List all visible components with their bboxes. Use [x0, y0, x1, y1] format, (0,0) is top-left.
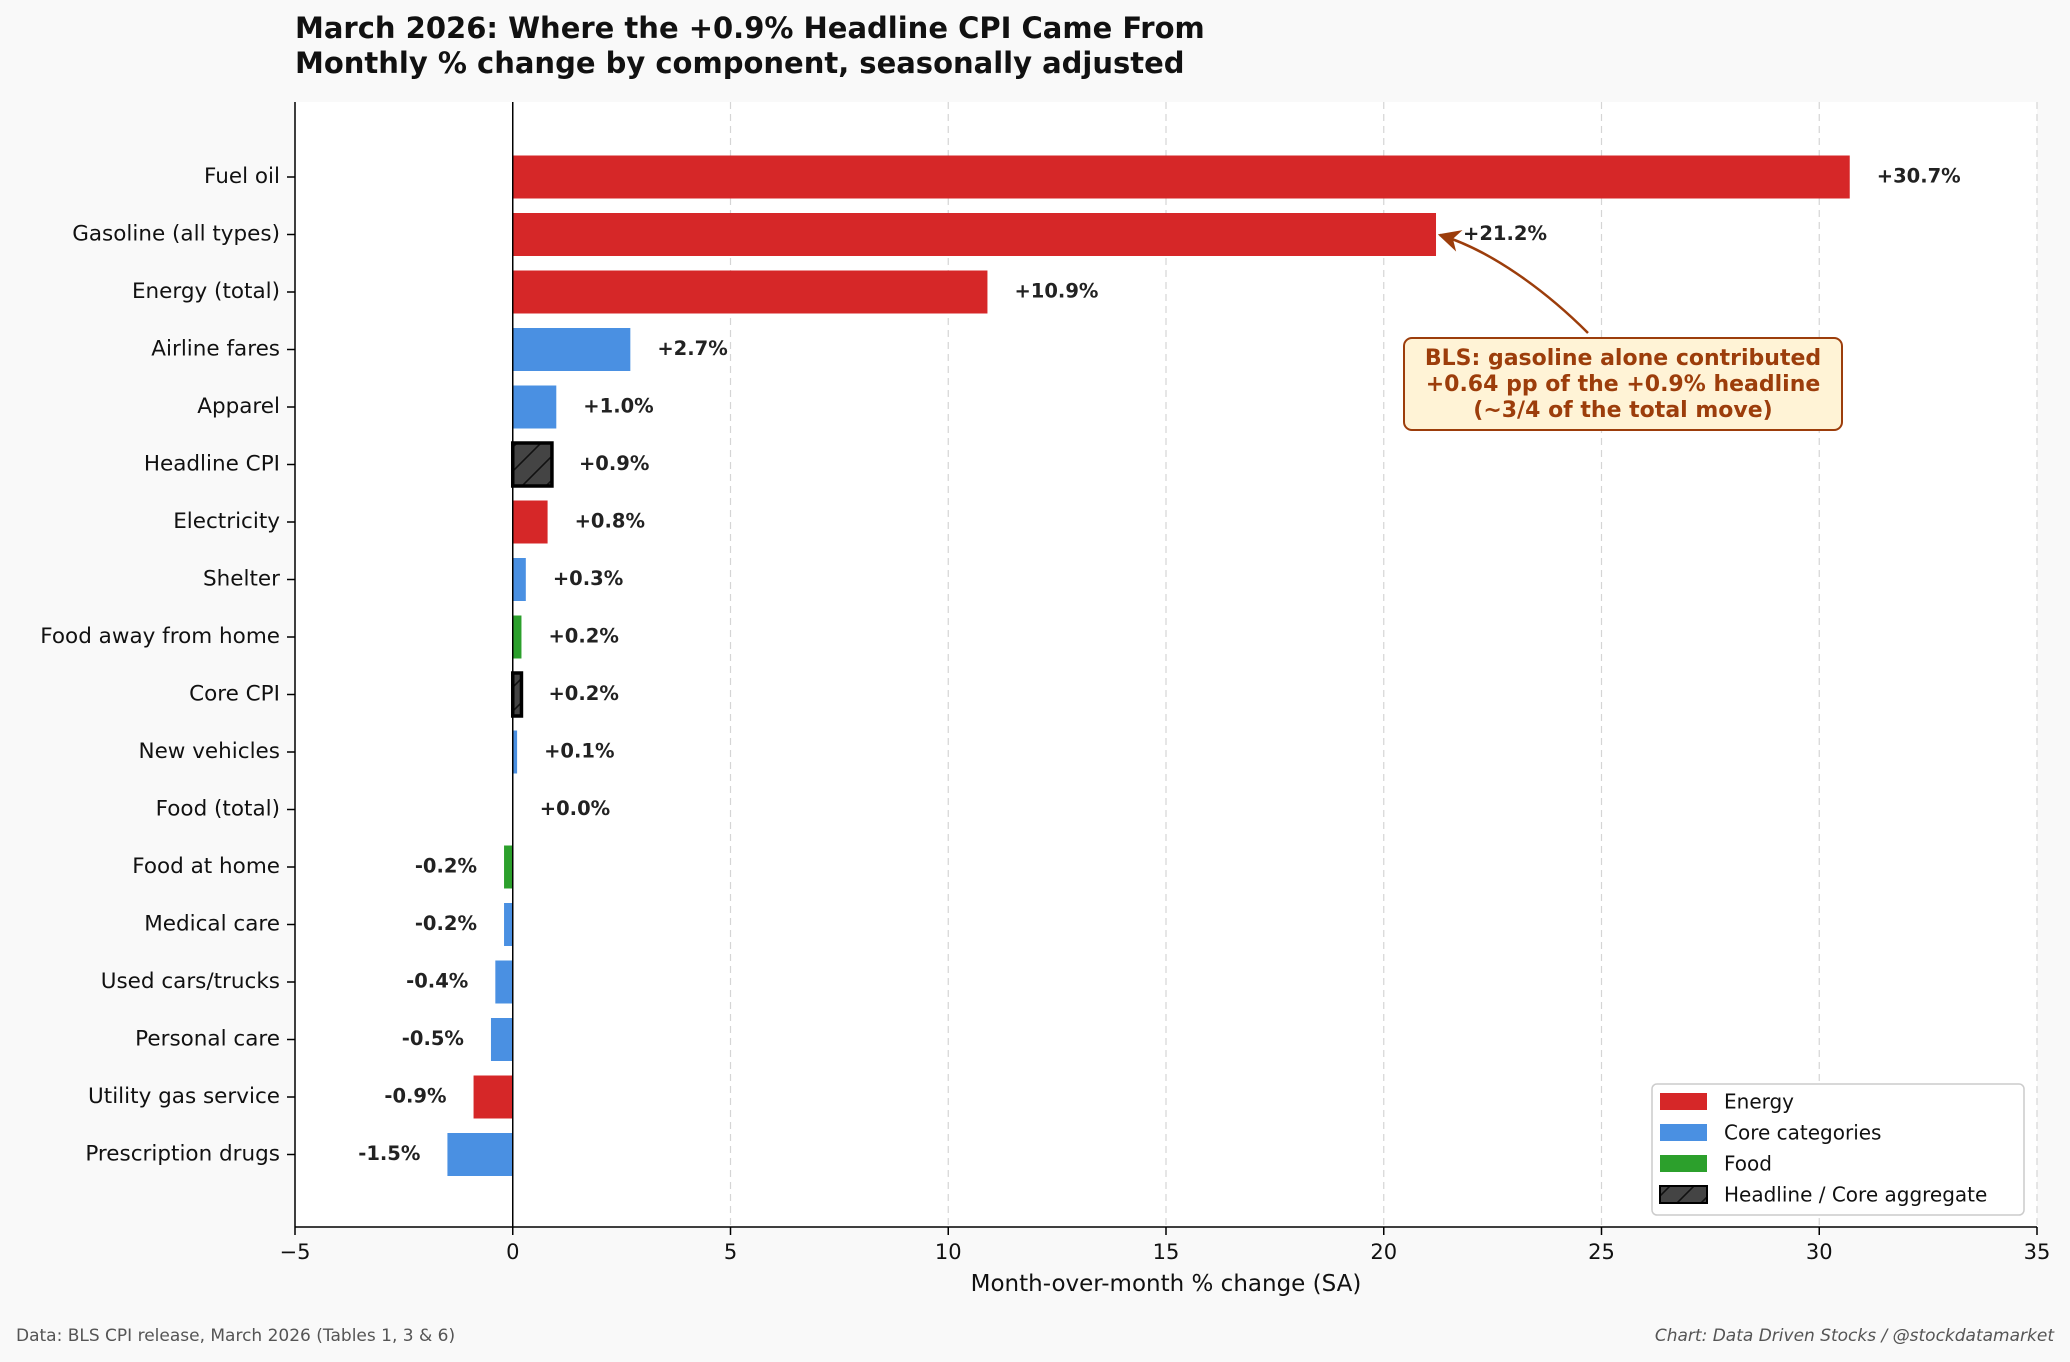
bar-shelter — [512, 558, 526, 601]
legend-label-food: Food — [1724, 1152, 1772, 1176]
bar-food-away-from-home — [512, 615, 522, 659]
legend-swatch-energy — [1660, 1093, 1707, 1110]
category-label-core-cpi: Core CPI — [189, 682, 280, 707]
category-label-medical-care: Medical care — [144, 912, 280, 937]
x-tick-label: 10 — [935, 1240, 962, 1264]
category-label-shelter: Shelter — [203, 567, 280, 592]
category-label-airline-fares: Airline fares — [151, 337, 280, 362]
x-tick-label: 20 — [1370, 1240, 1397, 1264]
bar-apparel — [512, 385, 557, 429]
bar-personal-care — [490, 1018, 513, 1061]
data-label-headline-cpi: +0.9% — [579, 452, 649, 475]
annotation-line-1: BLS: gasoline alone contributed — [1425, 346, 1821, 371]
data-label-shelter: +0.3% — [553, 567, 623, 590]
bar-used-cars-trucks — [495, 960, 513, 1004]
category-label-utility-gas-service: Utility gas service — [88, 1084, 280, 1109]
legend-swatch-core — [1660, 1124, 1707, 1141]
footer-credit: Chart: Data Driven Stocks / @stockdatama… — [1655, 1326, 2055, 1346]
data-label-apparel: +1.0% — [583, 395, 653, 418]
data-label-used-cars-trucks: -0.4% — [406, 970, 468, 993]
data-label-electricity: +0.8% — [575, 510, 645, 533]
data-label-core-cpi: +0.2% — [548, 682, 618, 705]
category-label-personal-care: Personal care — [135, 1027, 280, 1052]
bar-gasoline-all-types — [512, 213, 1437, 256]
category-label-food-away-from-home: Food away from home — [40, 624, 280, 649]
bar-medical-care — [504, 903, 513, 946]
bar-energy-total — [512, 270, 988, 314]
data-label-airline-fares: +2.7% — [657, 337, 727, 360]
legend-frame — [1651, 1083, 2025, 1216]
annotation-line-2: +0.64 pp of the +0.9% headline — [1426, 372, 1821, 397]
data-label-medical-care: -0.2% — [415, 912, 477, 935]
category-label-fuel-oil: Fuel oil — [204, 164, 280, 189]
bar-fuel-oil — [512, 155, 1850, 199]
bar-utility-gas-service — [473, 1075, 513, 1119]
bar-electricity — [512, 500, 548, 544]
category-label-electricity: Electricity — [173, 509, 280, 534]
data-label-food-away-from-home: +0.2% — [548, 625, 618, 648]
category-label-headline-cpi: Headline CPI — [144, 452, 280, 477]
x-tick-label: 5 — [724, 1240, 737, 1264]
chart-title: March 2026: Where the +0.9% Headline CPI… — [295, 11, 1205, 45]
x-tick-label: 35 — [2024, 1240, 2051, 1264]
legend-label-core: Core categories — [1724, 1121, 1881, 1145]
bar-prescription-drugs — [447, 1133, 513, 1176]
data-label-food-at-home: -0.2% — [415, 855, 477, 878]
category-label-food-at-home: Food at home — [132, 854, 280, 879]
footer-source: Data: BLS CPI release, March 2026 (Table… — [16, 1326, 455, 1346]
x-axis-ticks: −5 0 5 10 15 20 25 30 35 — [280, 1227, 2051, 1264]
x-axis-label: Month-over-month % change (SA) — [971, 1271, 1362, 1297]
legend: Energy Core categories Food Headline / C… — [1651, 1083, 2025, 1216]
x-tick-label: −5 — [280, 1240, 311, 1264]
category-label-prescription-drugs: Prescription drugs — [85, 1142, 280, 1167]
bar-airline-fares — [512, 328, 631, 371]
category-label-new-vehicles: New vehicles — [138, 739, 280, 764]
bar-food-at-home — [504, 845, 513, 889]
category-labels: Fuel oil Gasoline (all types) Energy (tota… — [40, 164, 295, 1167]
category-label-energy-total: Energy (total) — [132, 279, 280, 304]
bars — [447, 155, 1850, 1176]
chart-subtitle: Monthly % change by component, seasonall… — [295, 46, 1185, 80]
data-label-prescription-drugs: -1.5% — [358, 1142, 420, 1165]
x-tick-label: 25 — [1588, 1240, 1615, 1264]
category-label-gasoline-all-types: Gasoline (all types) — [72, 222, 280, 247]
data-labels: +30.7% +21.2% +10.9% +2.7% +1.0% +0.9% +0.8% +0… — [358, 165, 1960, 1166]
x-tick-label: 0 — [506, 1240, 519, 1264]
data-label-gasoline-all-types: +21.2% — [1463, 222, 1547, 245]
x-tick-label: 30 — [1806, 1240, 1833, 1264]
bar-headline-cpi — [511, 441, 554, 488]
data-label-new-vehicles: +0.1% — [544, 740, 614, 763]
data-label-energy-total: +10.9% — [1014, 280, 1098, 303]
category-label-used-cars-trucks: Used cars/trucks — [101, 969, 280, 994]
bar-core-cpi — [511, 671, 524, 718]
annotation-arrow — [1437, 230, 1589, 334]
grid-lines — [729, 102, 2038, 1227]
data-label-personal-care: -0.5% — [402, 1027, 464, 1050]
bar-new-vehicles — [512, 730, 518, 774]
x-tick-label: 15 — [1153, 1240, 1180, 1264]
legend-label-aggregate: Headline / Core aggregate — [1724, 1183, 1987, 1207]
legend-swatch-aggregate — [1659, 1185, 1708, 1204]
legend-swatch-food — [1660, 1155, 1707, 1172]
legend-label-energy: Energy — [1724, 1090, 1794, 1114]
data-label-utility-gas-service: -0.9% — [384, 1085, 446, 1108]
data-label-food-total: +0.0% — [540, 797, 610, 820]
category-label-apparel: Apparel — [197, 394, 280, 419]
gasoline-annotation: BLS: gasoline alone contributed +0.64 pp… — [1403, 230, 1843, 431]
annotation-line-3: (~3/4 of the total move) — [1473, 398, 1772, 423]
category-label-food-total: Food (total) — [156, 797, 280, 822]
annotation-box — [1403, 337, 1843, 431]
data-label-fuel-oil: +30.7% — [1877, 165, 1961, 188]
